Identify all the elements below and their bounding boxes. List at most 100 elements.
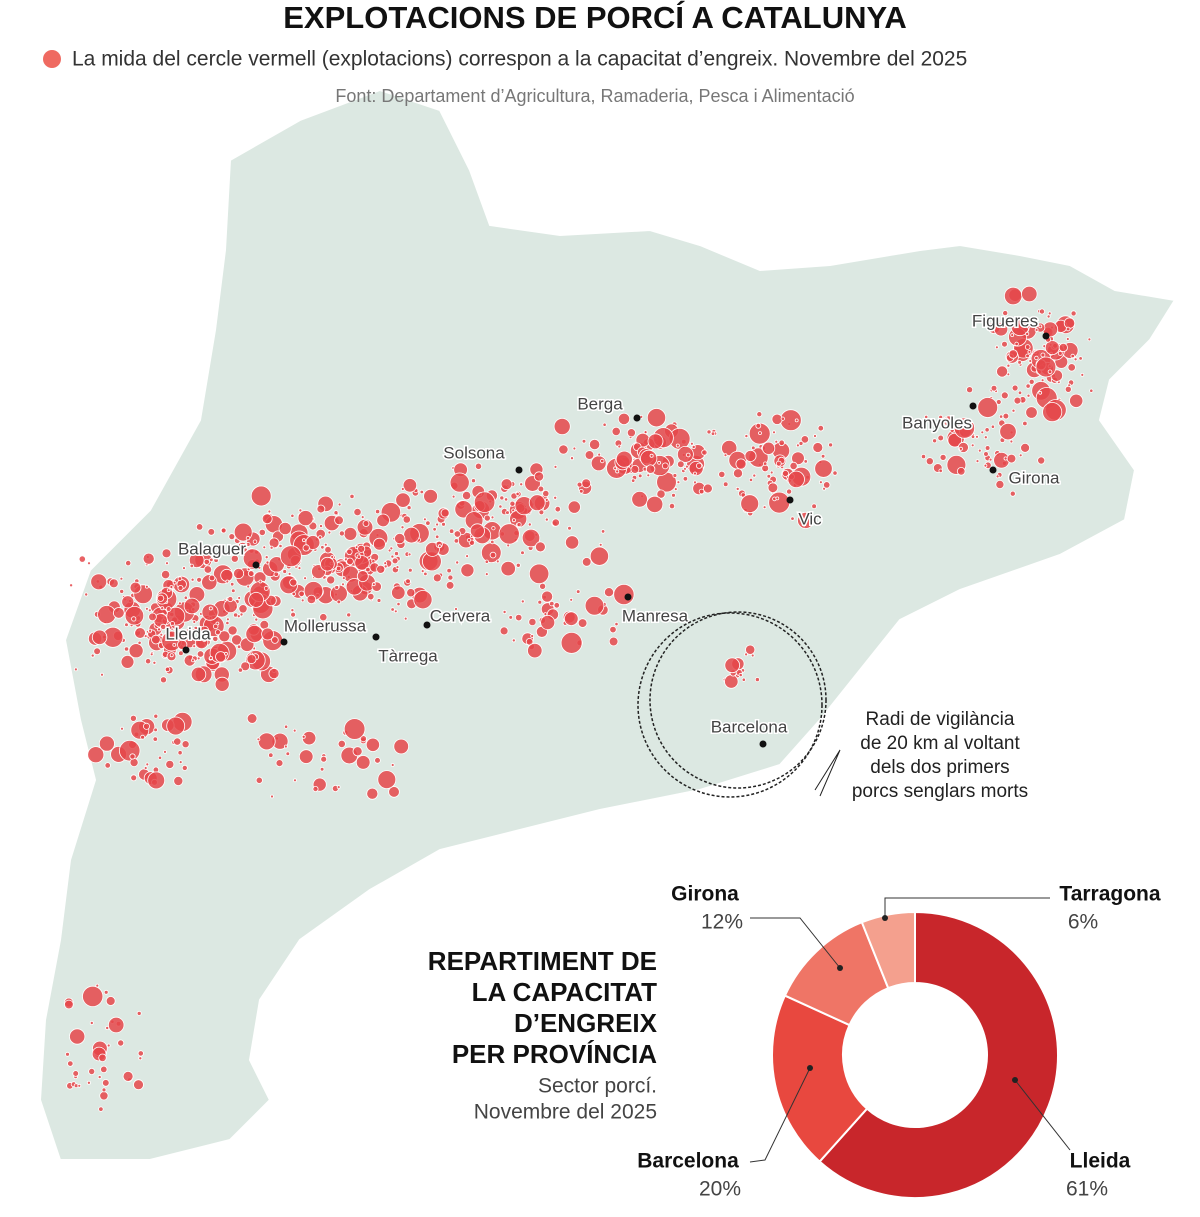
farm-dot [701, 449, 708, 456]
farm-dot [724, 674, 739, 689]
city-label: Tàrrega [378, 646, 438, 665]
city-dot [969, 402, 977, 410]
farm-dot [589, 546, 610, 566]
farm-dot [454, 607, 458, 611]
city-dot [1042, 332, 1050, 340]
farm-dot [341, 582, 345, 587]
farm-dot [195, 523, 204, 531]
farm-dot [489, 551, 497, 559]
city-dot [759, 740, 767, 748]
farm-dot [516, 522, 522, 528]
farm-dot [157, 594, 165, 602]
farm-dot [590, 455, 607, 472]
farm-dot [225, 617, 230, 622]
farm-dot [120, 726, 124, 731]
farm-dot [157, 755, 163, 760]
farm-dot [237, 596, 242, 600]
farm-dot [1008, 349, 1018, 359]
legend-text: La mida del cercle vermell (explotacions… [72, 48, 967, 71]
annotation-line: de 20 km al voltant [860, 733, 1020, 754]
farm-dot [297, 566, 302, 570]
farm-dot [403, 526, 420, 544]
farm-dot [245, 542, 251, 547]
farm-dot [676, 460, 685, 469]
farm-dot [1014, 341, 1019, 347]
farm-dot [1004, 286, 1023, 306]
farm-dot [390, 607, 395, 612]
farm-dot [554, 506, 561, 513]
farm-dot [1087, 337, 1092, 342]
leader-line [750, 917, 841, 969]
farm-dot [148, 612, 157, 622]
leader-dot [807, 1065, 813, 1071]
farm-dot [225, 579, 230, 584]
city-label: Figueres [972, 311, 1038, 330]
farm-dot [129, 753, 136, 760]
leader-dot [1012, 1077, 1018, 1083]
farm-dot [703, 483, 713, 494]
farm-dot [1011, 408, 1016, 413]
farm-dot [1009, 322, 1014, 327]
farm-dot [1039, 308, 1046, 315]
title: EXPLOTACIONS DE PORCÍ A CATALUNYA [283, 0, 906, 35]
farm-dot [121, 595, 135, 609]
donut-title: LA CAPACITAT [472, 977, 657, 1007]
farm-dot [543, 612, 548, 616]
farm-dot [147, 771, 166, 790]
farm-dot [564, 535, 580, 550]
farm-dot [133, 1079, 144, 1091]
farm-dot [394, 532, 406, 545]
farm-dot [355, 755, 371, 770]
farm-dot [800, 435, 810, 444]
farm-dot [238, 604, 248, 614]
farm-dot [797, 511, 815, 529]
farm-dot [290, 611, 297, 618]
farm-dot [196, 650, 205, 658]
farm-dot [337, 739, 346, 749]
city-label: Mollerussa [284, 616, 367, 635]
farm-dot [558, 444, 569, 455]
farm-dot [324, 546, 332, 554]
farm-dot [268, 668, 280, 680]
farm-dot [553, 464, 558, 469]
farm-dot [255, 776, 263, 784]
farm-dot [766, 473, 772, 479]
farm-dot [69, 1028, 86, 1045]
farm-dot [539, 582, 547, 590]
farm-dot [246, 654, 257, 665]
farm-dot [166, 606, 186, 626]
farm-dot [74, 667, 78, 672]
farm-dot [298, 590, 305, 597]
farm-dot [88, 1068, 96, 1076]
farm-dot [949, 427, 955, 433]
farm-dot [975, 459, 980, 464]
farm-dot [741, 677, 746, 682]
farm-dot [228, 533, 236, 540]
farm-dot [672, 473, 678, 478]
farm-dot [811, 503, 817, 510]
farm-dot [786, 488, 793, 495]
farm-dot [613, 583, 635, 606]
farm-dot [549, 600, 555, 607]
farm-dot [177, 576, 183, 581]
farm-dot [136, 1010, 142, 1016]
farm-dot [924, 414, 929, 419]
farm-dot [505, 510, 510, 515]
city-dot [423, 621, 431, 629]
farm-dot [1069, 393, 1084, 408]
farm-dot [988, 457, 993, 462]
farm-dot [1025, 331, 1030, 336]
farm-dot [298, 749, 314, 764]
farm-dot [366, 787, 379, 800]
farm-dot [82, 985, 104, 1008]
farm-dot [419, 489, 424, 495]
farm-dot [246, 584, 251, 589]
farm-dot [1040, 352, 1046, 358]
farm-dot [469, 523, 485, 539]
farm-dot [520, 599, 525, 604]
farm-dot [1021, 285, 1038, 303]
leader-dot [837, 965, 843, 971]
farm-dot [733, 468, 744, 479]
farm-dot [1047, 311, 1052, 316]
